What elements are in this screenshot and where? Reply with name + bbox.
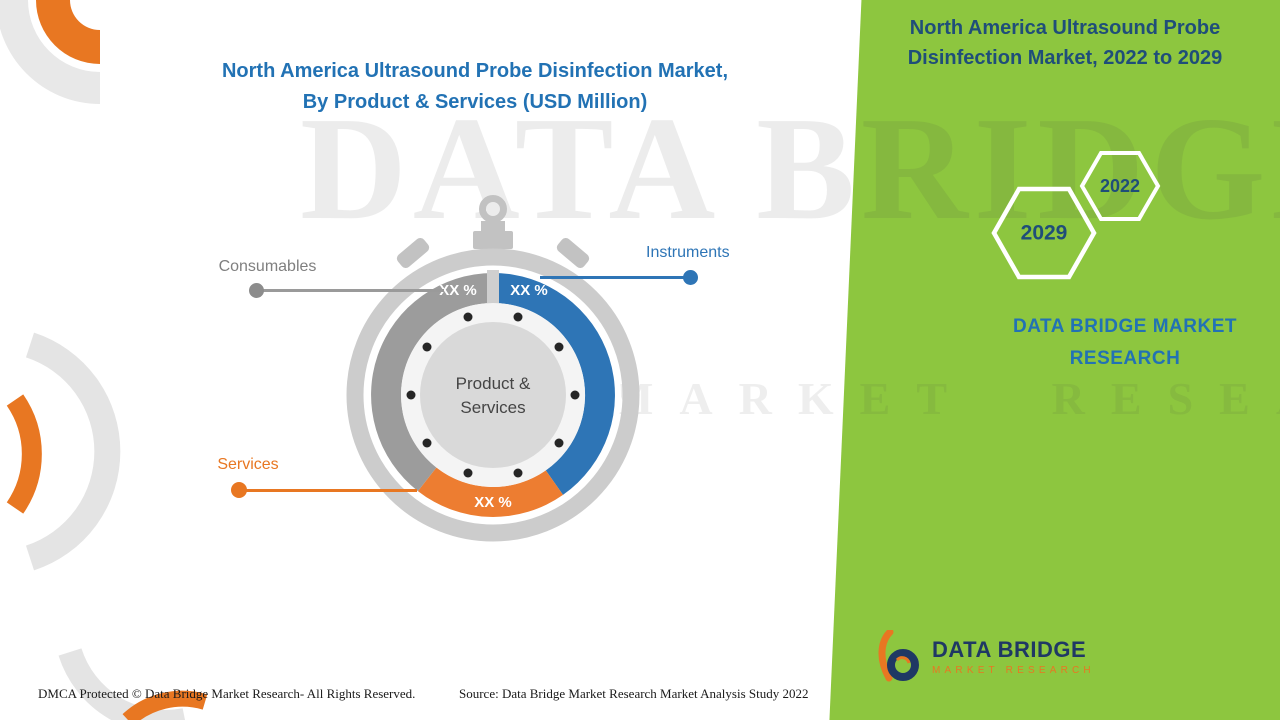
tick-dot xyxy=(422,438,432,448)
leader-line-services xyxy=(245,489,417,492)
company-logo: DATA BRIDGE MARKET RESEARCH xyxy=(876,630,1095,684)
segment-services xyxy=(417,467,563,517)
center-disc xyxy=(420,322,566,468)
brand-text-line1: DATA BRIDGE MARKET xyxy=(1013,316,1237,337)
tick-dot xyxy=(570,390,580,400)
segment-instruments xyxy=(493,273,615,495)
side-panel-title-line2: Disinfection Market, 2022 to 2029 xyxy=(907,47,1223,69)
leader-line-instruments xyxy=(540,276,686,279)
stopwatch-top-notch xyxy=(487,270,499,304)
tick-dot xyxy=(554,342,564,352)
hexagon-2029 xyxy=(991,186,1097,280)
legend-dot-services xyxy=(231,482,247,498)
hexagon-2022 xyxy=(1079,151,1161,221)
company-logo-name: DATA BRIDGE xyxy=(932,637,1087,662)
footer-dmca-text: DMCA Protected © Data Bridge Market Rese… xyxy=(38,686,416,701)
decor-orange-arc-topleft xyxy=(36,0,100,64)
tick-dot xyxy=(513,312,523,322)
decor-gray-crescent-left xyxy=(25,332,121,571)
company-logo-icon xyxy=(878,630,919,682)
chart-title-line1: North America Ultrasound Probe Disinfect… xyxy=(221,60,728,82)
hexagon-2029-label: 2029 xyxy=(1021,222,1068,245)
legend-dot-instruments xyxy=(683,270,698,285)
stopwatch-crown-neck xyxy=(481,221,505,233)
legend-dot-consumables xyxy=(249,283,264,298)
stopwatch-left-lug xyxy=(396,237,430,269)
decor-gray-arc-bottomleft xyxy=(58,648,185,720)
value-label-instruments: XX % xyxy=(510,282,548,299)
brand-text: DATA BRIDGE MARKET RESEARCH xyxy=(925,311,1280,375)
year-hexagons: 2022 2029 xyxy=(991,151,1161,280)
tick-dot xyxy=(513,468,523,478)
tick-dot xyxy=(463,468,473,478)
value-label-services: XX % xyxy=(474,494,512,511)
chart-title-line2: By Product & Services (USD Million) xyxy=(302,91,648,113)
brand-text-line2: RESEARCH xyxy=(1069,348,1181,369)
value-label-consumables: XX % xyxy=(439,282,477,299)
company-logo-subtitle: MARKET RESEARCH xyxy=(932,665,1095,676)
legend-label-consumables: Consumables xyxy=(218,258,317,275)
center-label-line1: Product & xyxy=(456,374,531,393)
side-panel-title: North America Ultrasound Probe Disinfect… xyxy=(865,13,1265,73)
chart-title: North America Ultrasound Probe Disinfect… xyxy=(175,56,775,118)
stopwatch-crown-ring xyxy=(479,195,507,223)
stopwatch-crown-button xyxy=(473,231,513,249)
hexagon-2022-label: 2022 xyxy=(1100,176,1140,196)
tick-dot xyxy=(406,390,416,400)
center-label-line2: Services xyxy=(460,398,525,417)
leader-line-consumables xyxy=(262,289,444,292)
company-logo-text: DATA BRIDGE MARKET RESEARCH xyxy=(932,637,1095,677)
side-panel-title-line1: North America Ultrasound Probe xyxy=(909,17,1221,39)
decor-orange-crescent-left xyxy=(6,394,42,514)
legend-label-services: Services xyxy=(217,456,279,473)
segment-consumables xyxy=(371,273,493,492)
legend-label-instruments: Instruments xyxy=(646,244,730,261)
decor-gray-arc-topleft xyxy=(0,0,100,104)
decor-orange-arc-bottomleft xyxy=(122,690,208,720)
tick-dot xyxy=(422,342,432,352)
stopwatch-bezel xyxy=(346,248,640,542)
footer-source-text: Source: Data Bridge Market Research Mark… xyxy=(459,686,809,701)
tick-dot xyxy=(463,312,473,322)
stopwatch-right-lug xyxy=(556,237,590,269)
tick-dot xyxy=(554,438,564,448)
donut-chart-stopwatch: Product & Services XX % XX % XX % xyxy=(346,195,640,542)
